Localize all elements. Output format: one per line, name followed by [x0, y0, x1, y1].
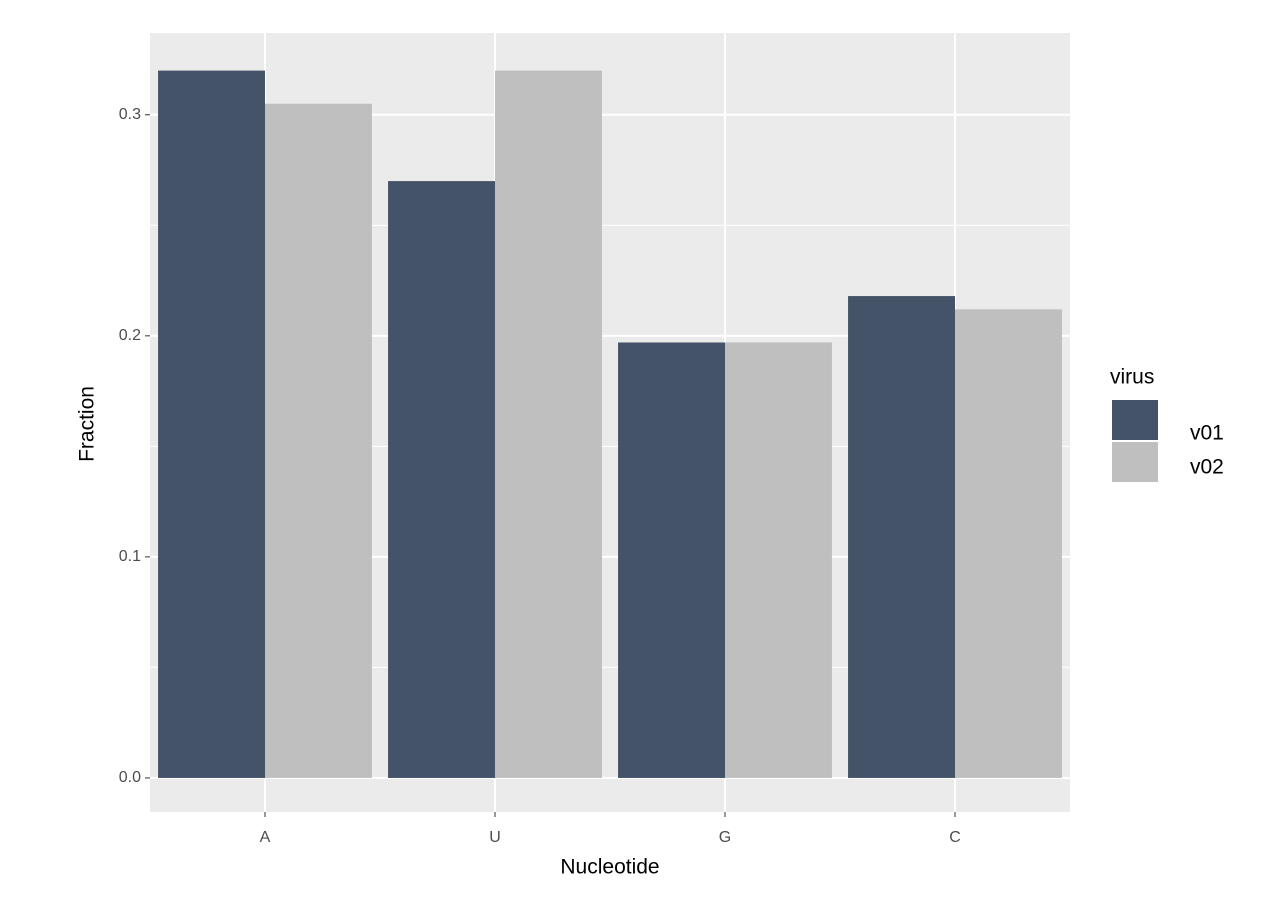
x-tick-label: A	[260, 829, 271, 846]
y-tick-label: 0.0	[119, 769, 141, 786]
bar	[725, 342, 832, 778]
bar	[388, 181, 495, 778]
legend-key	[1112, 442, 1158, 482]
x-tick-label: U	[489, 829, 501, 846]
x-tick-label: C	[949, 829, 961, 846]
legend-key	[1112, 400, 1158, 440]
legend-label: v02	[1190, 456, 1224, 479]
y-tick-label: 0.2	[119, 327, 141, 344]
bar	[955, 309, 1062, 778]
x-tick-label: G	[719, 829, 731, 846]
legend-title: virus	[1110, 366, 1154, 389]
legend-label: v01	[1190, 422, 1224, 445]
y-tick-label: 0.3	[119, 106, 141, 123]
y-tick-label: 0.1	[119, 548, 141, 565]
bar	[158, 70, 265, 778]
bar	[618, 342, 725, 778]
x-axis-title: Nucleotide	[560, 856, 659, 879]
y-axis-title: Fraction	[76, 386, 99, 462]
bar	[848, 296, 955, 778]
bar	[265, 103, 372, 778]
bar	[495, 70, 602, 778]
